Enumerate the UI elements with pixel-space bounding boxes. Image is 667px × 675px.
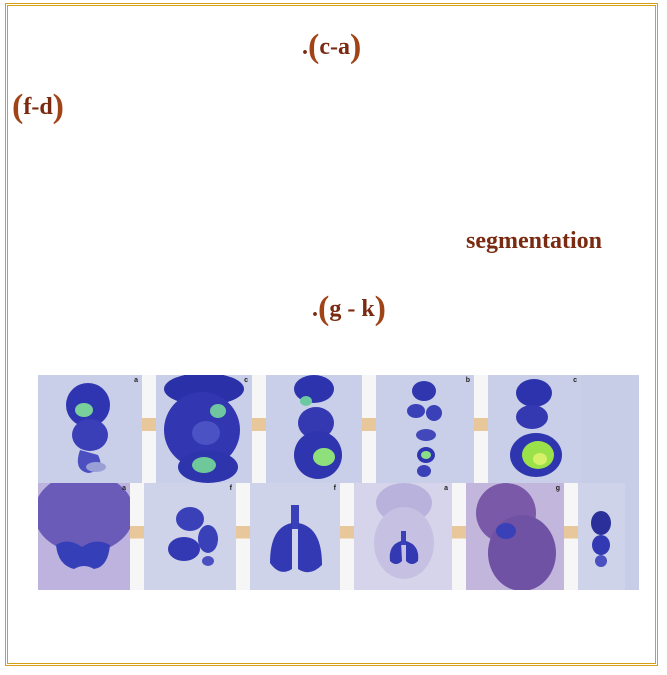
segmentation-figure: a c: [38, 375, 639, 590]
figure-row-top: a c: [38, 375, 639, 483]
tissue-image: [250, 483, 340, 590]
tissue-image: [354, 483, 452, 590]
paren-close: ): [52, 88, 64, 125]
panel-bottom-6: [578, 483, 625, 590]
paren-open: (: [308, 28, 320, 65]
panel-separator: [130, 483, 144, 590]
label-f-d: f-d: [23, 94, 53, 120]
figure-row-bottom: a f f: [38, 483, 639, 590]
panel-top-2: c: [156, 375, 252, 483]
panel-letter: a: [444, 485, 448, 492]
panel-top-4: b: [376, 375, 474, 483]
tissue-image: [156, 375, 252, 483]
panel-bottom-3: f: [250, 483, 340, 590]
panel-separator: [236, 483, 250, 590]
caption-line-g-k: .(g - k): [312, 290, 386, 328]
panel-bottom-2: f: [144, 483, 236, 590]
segmentation-label: segmentation: [466, 228, 602, 254]
tissue-image: [466, 483, 564, 590]
panel-top-1: a: [38, 375, 142, 483]
paren-close: ): [374, 290, 386, 327]
panel-letter: c: [244, 377, 248, 384]
tissue-image: [38, 375, 142, 483]
panel-letter: f: [229, 485, 232, 492]
tissue-image: [488, 375, 581, 483]
paren-close: ): [349, 28, 362, 65]
tissue-image: [376, 375, 474, 483]
label-c-a: c-a: [319, 34, 350, 60]
panel-letter: c: [573, 377, 577, 384]
caption-dot: .: [312, 296, 318, 322]
panel-bottom-5: g: [466, 483, 564, 590]
panel-separator: [452, 483, 466, 590]
panel-separator: [564, 483, 578, 590]
panel-bottom-4: a: [354, 483, 452, 590]
panel-separator: [252, 375, 266, 483]
panel-top-3: [266, 375, 362, 483]
caption-dot: .: [302, 34, 308, 60]
panel-letter: f: [333, 485, 336, 492]
tissue-image: [38, 483, 130, 590]
panel-letter: a: [134, 377, 138, 384]
panel-separator: [474, 375, 488, 483]
caption-line-f-d: (f-d): [12, 88, 64, 126]
panel-separator: [340, 483, 354, 590]
tissue-image: [578, 483, 625, 590]
caption-line-c-a: .(c-a): [302, 28, 361, 66]
panel-letter: a: [122, 485, 126, 492]
tissue-image: [266, 375, 362, 483]
panel-separator: [142, 375, 156, 483]
panel-separator: [362, 375, 376, 483]
panel-letter: b: [465, 377, 470, 384]
paren-open: (: [12, 88, 24, 125]
tissue-image: [144, 483, 236, 590]
panel-bottom-1: a: [38, 483, 130, 590]
page-frame: [5, 3, 658, 666]
panel-top-5: c: [488, 375, 581, 483]
label-g-k: g - k: [329, 296, 375, 322]
panel-letter: g: [555, 485, 560, 492]
paren-open: (: [318, 290, 330, 327]
